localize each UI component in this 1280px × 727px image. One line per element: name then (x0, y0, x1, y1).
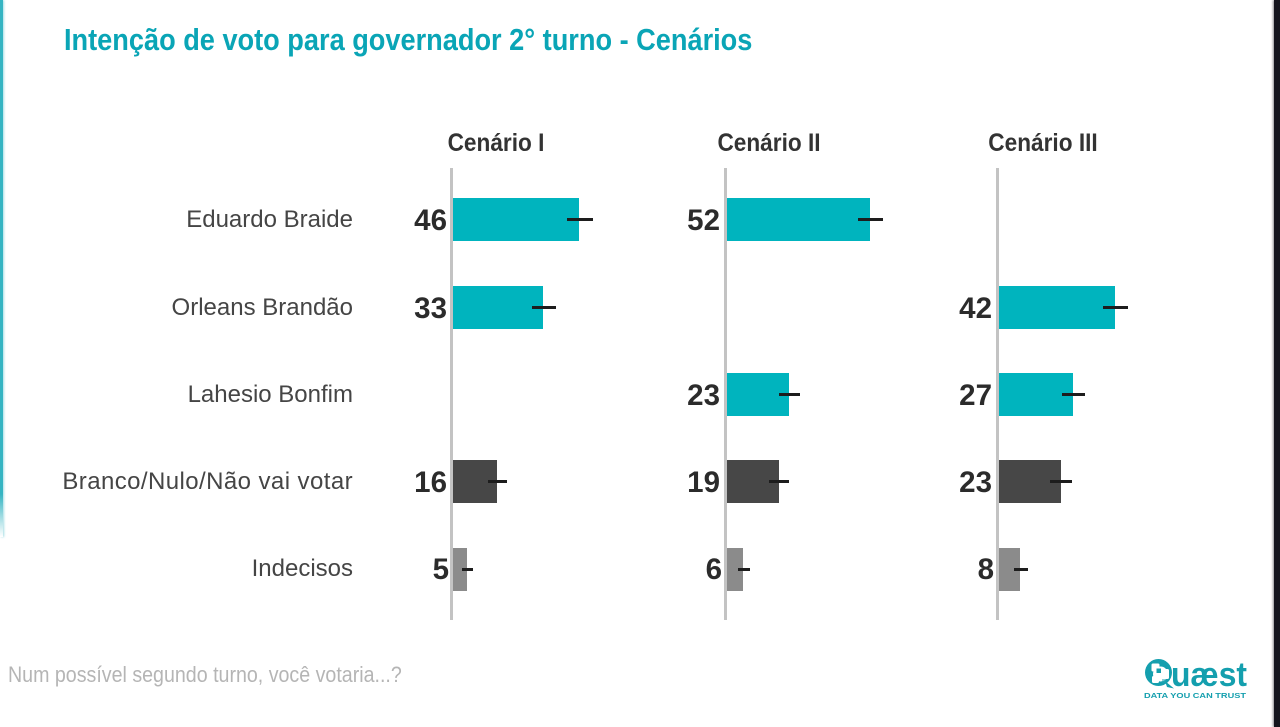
svg-text:DATA YOU CAN TRUST: DATA YOU CAN TRUST (1144, 691, 1247, 700)
svg-text:uæst: uæst (1171, 656, 1247, 694)
